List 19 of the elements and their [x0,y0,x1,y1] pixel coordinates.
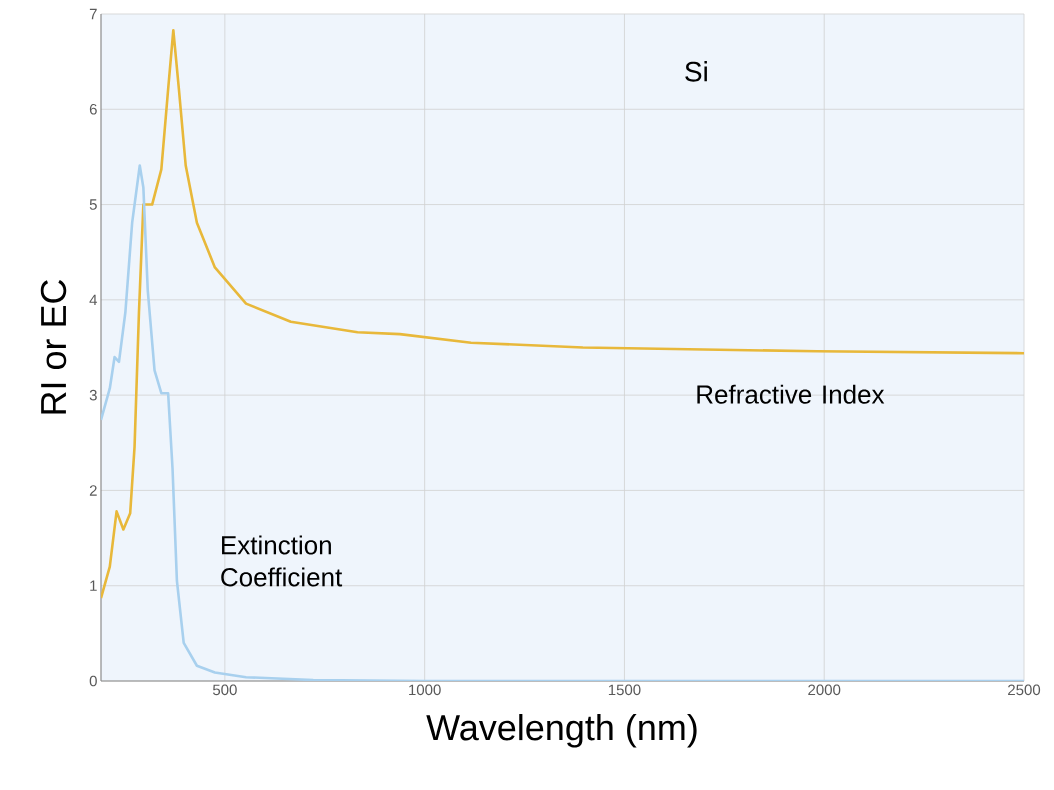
y-tick-label: 0 [89,675,97,687]
series-label: Refractive Index [697,384,885,404]
y-axis-title: RI or EC [40,279,67,414]
x-tick-label: 1000 [409,684,441,696]
y-tick-label: 2 [89,485,97,496]
line-series [101,28,1025,600]
x-axis-title: Wavelength (nm) [426,714,697,748]
x-tick-label: 2500 [1008,684,1041,696]
y-tick-label: 1 [90,580,97,591]
y-tick-label: 3 [89,389,97,401]
series-label: Extinction Coefficient [221,535,343,587]
y-tick-label: 6 [89,103,97,115]
text: Si [685,61,707,82]
x-tick-label: 500 [212,684,237,696]
x-tick-label: 1500 [608,684,641,696]
y-tick-label: 5 [89,199,97,210]
y-tick-label: 4 [89,294,98,306]
y-tick-label: 7 [89,8,97,20]
x-tick-label: 2000 [808,684,841,696]
